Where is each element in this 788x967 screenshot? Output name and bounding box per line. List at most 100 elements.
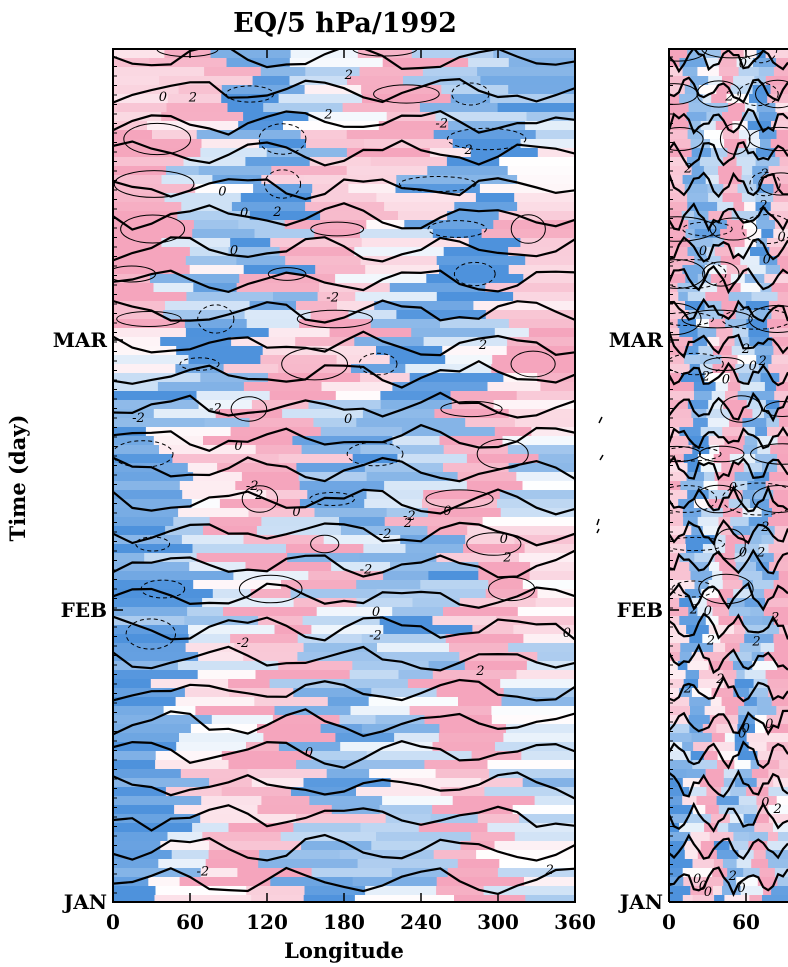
contour-label: 2 [706, 633, 715, 648]
contour-label: 0 [443, 504, 451, 519]
heatmap-cell [323, 535, 402, 545]
heatmap-cell [398, 670, 434, 680]
heatmap-cell [723, 157, 738, 167]
heatmap-cell [669, 157, 688, 167]
heatmap-cell [379, 616, 434, 626]
heatmap-cell [735, 778, 758, 788]
heatmap-cell [705, 805, 720, 815]
heatmap-cell [251, 400, 310, 410]
heatmap-cell [718, 805, 745, 815]
heatmap-cell [688, 103, 712, 113]
heatmap-cell [714, 472, 736, 482]
positive-contour [698, 573, 754, 605]
heatmap-cell [497, 499, 575, 509]
heatmap-cell [113, 337, 162, 347]
heatmap-cell [514, 832, 575, 842]
x-axis-label: Longitude [284, 938, 404, 963]
heatmap-cell [686, 625, 710, 635]
heatmap-cell [491, 706, 575, 716]
heatmap-cell [475, 193, 516, 203]
heatmap-cell [513, 625, 575, 635]
heatmap-cell [749, 337, 774, 347]
heatmap-cell [669, 787, 691, 797]
heatmap-cell [376, 832, 472, 842]
zero-contour-line [113, 708, 575, 738]
heatmap-cell [155, 751, 223, 761]
heatmap-cell [477, 67, 575, 77]
contour-label: 2 [689, 603, 698, 618]
heatmap-cell [723, 769, 738, 779]
heatmap-cell [113, 724, 192, 734]
heatmap-cell [311, 193, 378, 203]
heatmap-cell [261, 517, 340, 527]
heatmap-cell [725, 643, 741, 653]
heatmap-cell [164, 193, 242, 203]
heatmap-cell [722, 130, 740, 140]
heatmap-cell [692, 445, 711, 455]
heatmap-cell [244, 310, 312, 320]
heatmap-cell [422, 67, 479, 77]
zero-contour-line [113, 740, 575, 769]
heatmap-cell [384, 481, 468, 491]
heatmap-cell [278, 661, 354, 671]
right-heatmap-field [669, 49, 788, 902]
heatmap-cell [759, 544, 770, 554]
heatmap-cell [193, 580, 282, 590]
heatmap-cell [513, 292, 575, 302]
heatmap-cell [503, 688, 575, 698]
heatmap-cell [683, 877, 704, 887]
heatmap-cell [768, 814, 788, 824]
heatmap-cell [113, 67, 206, 77]
heatmap-cell [669, 121, 690, 131]
heatmap-cell [537, 148, 575, 158]
heatmap-cell [714, 895, 726, 902]
heatmap-cell [749, 553, 775, 563]
heatmap-cell [720, 229, 748, 239]
heatmap-cell [756, 814, 770, 824]
heatmap-cell [751, 589, 766, 599]
heatmap-cell [113, 616, 186, 626]
heatmap-cell [736, 877, 759, 887]
heatmap-cell [669, 616, 681, 626]
heatmap-cell [771, 886, 788, 896]
heatmap-cell [704, 652, 731, 662]
heatmap-cell [769, 247, 788, 257]
heatmap-cell [729, 652, 753, 662]
heatmap-cell [472, 625, 515, 635]
heatmap-cell [768, 544, 788, 554]
heatmap-cell [738, 67, 760, 77]
negative-contour [179, 357, 220, 371]
contour-label: 2 [545, 863, 554, 878]
zero-contour-line [669, 361, 788, 387]
negative-contour [125, 618, 177, 650]
heatmap-cell [713, 643, 726, 653]
heatmap-cell [243, 265, 317, 275]
heatmap-cell [297, 634, 363, 644]
heatmap-cell [113, 760, 157, 770]
heatmap-cell [699, 364, 714, 374]
heatmap-cell [737, 724, 756, 734]
heatmap-cell [767, 319, 788, 329]
positive-contour [476, 438, 529, 470]
heatmap-cell [360, 373, 411, 383]
heatmap-cell [439, 265, 510, 275]
heatmap-cell [189, 247, 230, 257]
heatmap-cell [776, 130, 788, 140]
heatmap-cell [113, 661, 179, 671]
heatmap-cell [113, 859, 160, 869]
heatmap-cell [360, 823, 420, 833]
heatmap-cell [519, 553, 575, 563]
heatmap-cell [366, 472, 459, 482]
heatmap-cell [202, 598, 295, 608]
heatmap-cell [702, 877, 725, 887]
y-axis-label: Time (day) [5, 415, 30, 542]
heatmap-cell [160, 841, 211, 851]
heatmap-cell [230, 238, 272, 248]
heatmap-cell [433, 850, 478, 860]
heatmap-cell [679, 598, 693, 608]
contour-label: 2 [770, 611, 779, 626]
heatmap-cell [316, 607, 394, 617]
heatmap-cell [776, 409, 788, 419]
heatmap-cell [113, 742, 178, 752]
heatmap-cell [525, 121, 575, 131]
